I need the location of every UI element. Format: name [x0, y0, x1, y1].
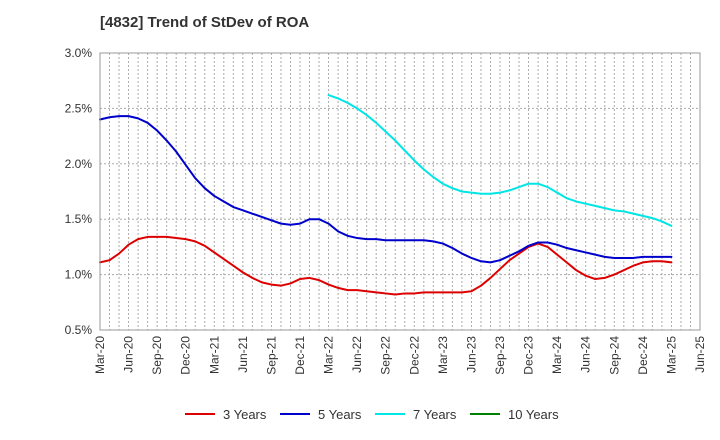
legend-label: 5 Years [318, 407, 362, 422]
x-tick-label: Mar-25 [664, 336, 678, 374]
y-tick-label: 3.0% [65, 46, 93, 60]
x-tick-label: Jun-23 [464, 336, 478, 373]
legend-label: 3 Years [223, 407, 267, 422]
legend-label: 7 Years [413, 407, 457, 422]
x-tick-label: Dec-20 [179, 336, 193, 375]
x-tick-label: Mar-21 [207, 336, 221, 374]
y-tick-label: 2.0% [65, 157, 93, 171]
x-tick-label: Mar-22 [322, 336, 336, 374]
legend: 3 Years 5 Years 7 Years 10 Years [185, 407, 559, 422]
x-tick-label: Sep-24 [607, 336, 621, 375]
x-tick-label: Jun-20 [122, 336, 136, 373]
y-axis: 0.5% 1.0% 1.5% 2.0% 2.5% 3.0% [65, 46, 93, 337]
grid-lines [100, 53, 700, 330]
legend-label: 10 Years [508, 407, 559, 422]
y-tick-label: 2.5% [65, 101, 93, 115]
plot-border [99, 52, 701, 331]
x-tick-label: Mar-24 [550, 336, 564, 374]
chart-title: [4832] Trend of StDev of ROA [100, 14, 310, 31]
y-tick-label: 0.5% [65, 323, 93, 337]
x-tick-label: Sep-22 [379, 336, 393, 375]
x-axis: Mar-20 Jun-20 Sep-20 Dec-20 Mar-21 Jun-21 Sep-… [93, 336, 707, 375]
y-tick-label: 1.0% [65, 268, 93, 282]
x-tick-label: Jun-21 [236, 336, 250, 373]
x-tick-label: Mar-20 [93, 336, 107, 374]
x-tick-label: Mar-23 [436, 336, 450, 374]
x-tick-label: Dec-23 [522, 336, 536, 375]
x-tick-label: Dec-21 [293, 336, 307, 375]
x-tick-label: Jun-25 [693, 336, 707, 373]
x-tick-label: Jun-22 [350, 336, 364, 373]
y-tick-label: 1.5% [65, 212, 93, 226]
x-tick-label: Sep-20 [150, 336, 164, 375]
x-tick-label: Dec-22 [407, 336, 421, 375]
x-tick-label: Sep-21 [264, 336, 278, 375]
series-lines [99, 94, 673, 296]
x-tick-label: Sep-23 [493, 336, 507, 375]
x-tick-label: Jun-24 [579, 336, 593, 373]
series-line [327, 94, 673, 227]
series-line [99, 235, 673, 296]
x-tick-label: Dec-24 [636, 336, 650, 375]
series-line [99, 115, 673, 264]
plot-background [100, 53, 700, 330]
